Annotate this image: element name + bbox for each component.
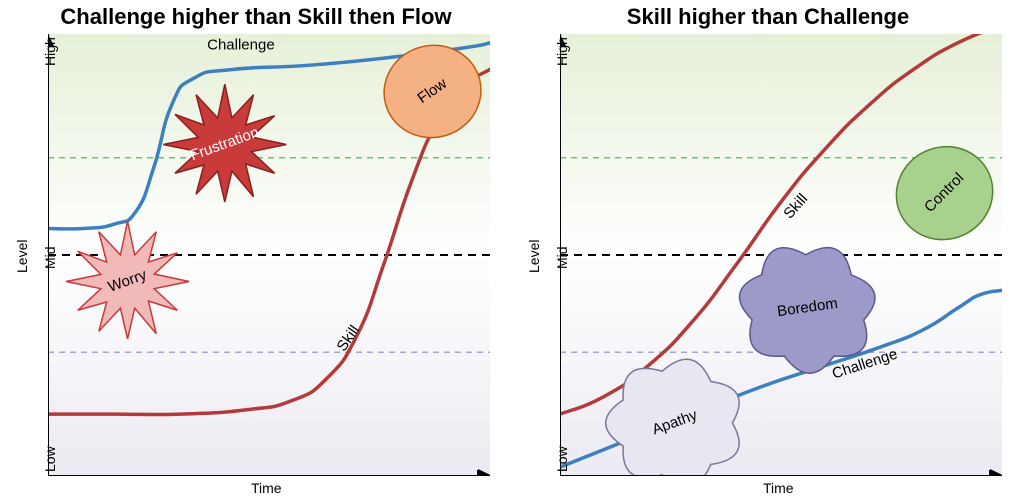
right-y-axis-label: Level (526, 240, 542, 273)
right-panel: Skill higher than Challenge ControlBored… (512, 0, 1024, 501)
right-title: Skill higher than Challenge (512, 4, 1024, 30)
left-title: Challenge higher than Skill then Flow (0, 4, 512, 30)
left-x-axis-label: Time (251, 480, 282, 496)
left-ytick-high: High (42, 37, 58, 66)
right-x-axis-label: Time (763, 480, 794, 496)
right-plot: ControlBoredomApathySkillChallenge (560, 34, 1002, 476)
left-ytick-mid: Mid (42, 246, 58, 269)
right-ytick-mid: Mid (554, 246, 570, 269)
left-y-axis-label: Level (14, 240, 30, 273)
right-ytick-low: Low (554, 447, 570, 473)
right-ytick-high: High (554, 37, 570, 66)
left-challenge-label: Challenge (207, 36, 275, 53)
left-ytick-low: Low (42, 447, 58, 473)
left-panel: Challenge higher than Skill then Flow Fr… (0, 0, 512, 501)
left-plot: FrustrationWorryFlowChallengeSkill (48, 34, 490, 476)
